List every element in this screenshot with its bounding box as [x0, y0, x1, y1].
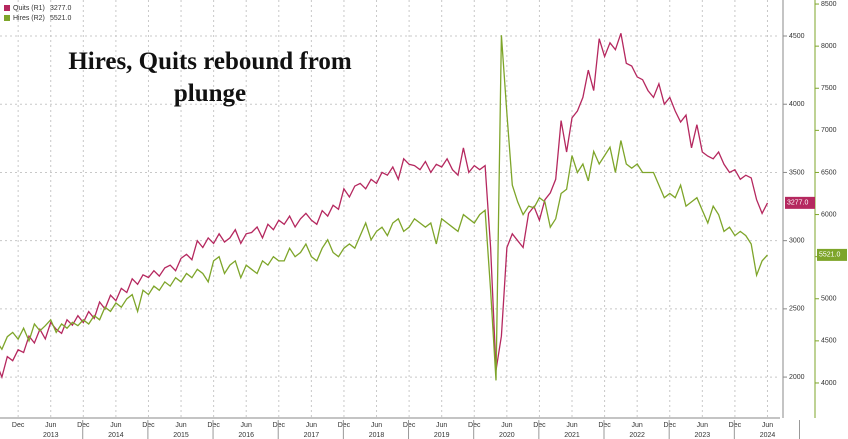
x-year-label: 2014: [108, 432, 124, 439]
legend-label: Quits (R1): [13, 5, 45, 12]
last-value-tag: [785, 196, 815, 209]
legend-value: 3277.0: [50, 5, 72, 12]
y-tick-label: 2500: [789, 306, 805, 313]
plot-area: [0, 33, 769, 381]
x-tick-label: Dec: [468, 422, 481, 429]
x-tick-label: Dec: [338, 422, 351, 429]
x-tick-label: Jun: [566, 422, 577, 429]
last-value-tag: [817, 248, 847, 261]
x-tick-label: Jun: [436, 422, 447, 429]
y-tick-label: 3500: [789, 169, 805, 176]
y2-tick-label: 4000: [821, 380, 837, 387]
y2-tick-label: 8500: [821, 1, 837, 8]
legend-swatch: [4, 15, 10, 21]
x-year-label: 2015: [173, 432, 189, 439]
x-tick-label: Jun: [697, 422, 708, 429]
y2-tick-label: 8000: [821, 43, 837, 50]
y2-tick-label: 7500: [821, 85, 837, 92]
x-tick-label: Jun: [45, 422, 56, 429]
y2-tick-label: 7000: [821, 127, 837, 134]
x-tick-label: Dec: [142, 422, 155, 429]
y-tick-label: 3000: [789, 237, 805, 244]
series-line: [0, 33, 769, 380]
last-value-label: 5521.0: [819, 252, 841, 259]
x-tick-label: Jun: [306, 422, 317, 429]
x-year-label: 2019: [434, 432, 450, 439]
x-year-label: 2017: [304, 432, 320, 439]
x-tick-label: Dec: [664, 422, 677, 429]
x-tick-label: Dec: [403, 422, 416, 429]
x-tick-label: Dec: [533, 422, 546, 429]
x-tick-label: Jun: [632, 422, 643, 429]
legend-swatch: [4, 5, 10, 11]
x-year-label: 2020: [499, 432, 515, 439]
x-year-label: 2016: [238, 432, 254, 439]
x-year-label: 2018: [369, 432, 385, 439]
x-tick-label: Jun: [241, 422, 252, 429]
y2-tick-label: 5000: [821, 296, 837, 303]
y-tick-label: 4500: [789, 33, 805, 40]
x-tick-label: Dec: [207, 422, 220, 429]
legend-value: 5521.0: [50, 15, 72, 22]
y2-tick-label: 6500: [821, 169, 837, 176]
x-year-label: 2022: [629, 432, 645, 439]
x-tick-label: Jun: [501, 422, 512, 429]
x-tick-label: Jun: [110, 422, 121, 429]
y2-tick-label: 4500: [821, 338, 837, 345]
x-tick-label: Jun: [175, 422, 186, 429]
x-year-label: 2024: [760, 432, 776, 439]
last-value-label: 3277.0: [787, 200, 809, 207]
chart-title: Hires, Quits rebound from plunge: [68, 48, 352, 107]
x-year-label: 2013: [43, 432, 59, 439]
x-year-label: 2023: [695, 432, 711, 439]
x-tick-label: Dec: [598, 422, 611, 429]
x-tick-label: Dec: [77, 422, 90, 429]
x-tick-label: Jun: [371, 422, 382, 429]
y-tick-label: 4000: [789, 101, 805, 108]
y2-tick-label: 6000: [821, 211, 837, 218]
x-year-label: 2021: [564, 432, 580, 439]
x-tick-label: Dec: [729, 422, 742, 429]
y-tick-label: 2000: [789, 374, 805, 381]
x-tick-label: Dec: [273, 422, 286, 429]
x-tick-label: Jun: [762, 422, 773, 429]
legend-label: Hires (R2): [13, 15, 45, 22]
x-tick-label: Dec: [12, 422, 25, 429]
series-line: [0, 35, 768, 381]
